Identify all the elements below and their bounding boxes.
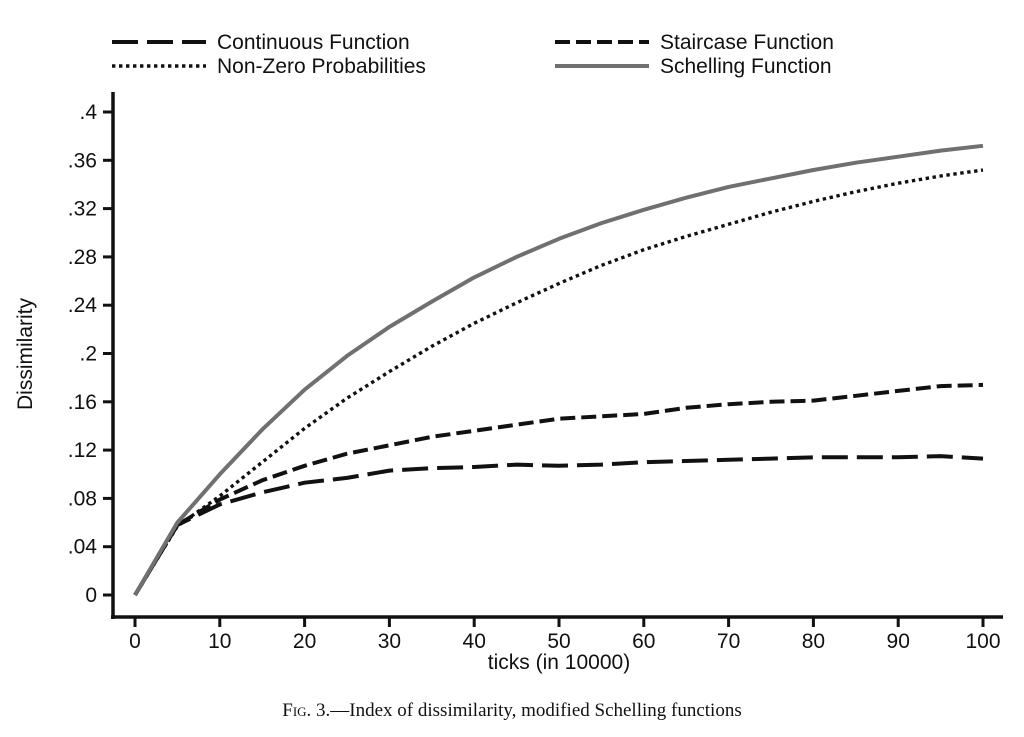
y-tick-label: .16 xyxy=(68,391,97,414)
series-layer xyxy=(133,143,984,597)
series-line-1 xyxy=(133,454,984,597)
x-tick-label: 70 xyxy=(717,630,740,653)
x-tick-label: 60 xyxy=(632,630,655,653)
x-tick-label: 40 xyxy=(463,630,486,653)
legend-label-2: Staircase Function xyxy=(660,31,834,54)
y-tick-label: .04 xyxy=(68,536,98,559)
x-tick-label: 50 xyxy=(547,630,570,653)
x-tick-label: 80 xyxy=(802,630,825,653)
x-tick-label: 30 xyxy=(378,630,401,653)
series-line-2 xyxy=(133,382,984,597)
series-line-3 xyxy=(133,168,984,596)
figure-caption: Fig. 3.—Index of dissimilarity, modified… xyxy=(0,700,1024,722)
y-tick-label: .24 xyxy=(68,294,98,317)
x-tick-label: 10 xyxy=(208,630,231,653)
legend-label-1: Continuous Function xyxy=(217,31,410,54)
y-tick-label: .4 xyxy=(79,101,97,124)
y-tick-label: .28 xyxy=(68,246,97,269)
caption-text: —Index of dissimilarity, modified Schell… xyxy=(330,700,742,721)
legend-label-3: Non-Zero Probabilities xyxy=(217,55,426,78)
y-tick-label: .32 xyxy=(68,198,97,221)
x-tick-label: 0 xyxy=(129,630,141,653)
y-tick-label: .12 xyxy=(68,439,97,462)
legend-label-4: Schelling Function xyxy=(660,55,832,78)
caption-fig-label: Fig. 3. xyxy=(282,700,331,721)
series-line-4 xyxy=(133,143,984,597)
y-tick-label: .2 xyxy=(79,343,97,366)
y-axis-title: Dissimilarity xyxy=(14,298,37,410)
y-tick-label: 0 xyxy=(85,584,97,607)
chart: Continuous Function Staircase Function Non… xyxy=(14,31,1003,674)
axes: 0 .04 .08 .12 .16 .2 .24 .28 .32 .36 .4 0 10 20 30 40 50… xyxy=(68,92,1003,653)
x-tick-label: 20 xyxy=(293,630,316,653)
legend: Continuous Function Staircase Function Non… xyxy=(112,31,834,78)
x-tick-label: 90 xyxy=(887,630,910,653)
x-tick-label: 100 xyxy=(965,630,1000,653)
y-tick-label: .36 xyxy=(68,149,97,172)
x-axis-title: ticks (in 10000) xyxy=(488,651,630,674)
y-tick-label: .08 xyxy=(68,487,97,510)
